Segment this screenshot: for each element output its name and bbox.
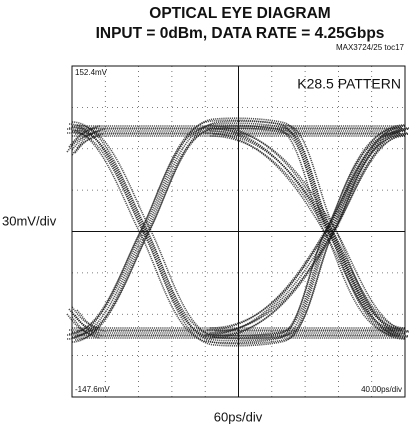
trace xyxy=(214,128,409,332)
trace xyxy=(71,131,406,347)
trace xyxy=(68,119,403,335)
trace xyxy=(74,133,104,154)
trace xyxy=(66,313,96,336)
trace xyxy=(74,129,409,345)
trace xyxy=(71,135,101,156)
trace xyxy=(71,130,101,151)
trace xyxy=(71,126,406,342)
bottom-voltage-label: -147.6mV xyxy=(75,385,110,394)
figure-subtitle: INPUT = 0dBm, DATA RATE = 4.25Gbps xyxy=(96,25,385,42)
figure-title: OPTICAL EYE DIAGRAM xyxy=(149,5,330,22)
pattern-label: K28.5 PATTERN xyxy=(297,76,401,92)
trace xyxy=(209,125,406,329)
trace xyxy=(74,314,104,337)
trace xyxy=(71,125,101,146)
trace xyxy=(71,306,101,329)
trace xyxy=(209,135,406,339)
trace xyxy=(76,120,409,336)
trace xyxy=(66,128,401,344)
trace xyxy=(212,133,409,337)
trace xyxy=(68,123,403,339)
trace xyxy=(68,127,98,148)
top-voltage-label: 152.4mV xyxy=(75,68,108,77)
trace xyxy=(71,316,101,339)
trace xyxy=(66,124,401,340)
figure-note: MAX3724/25 toc17 xyxy=(336,43,405,52)
trace xyxy=(76,128,106,149)
trace xyxy=(214,128,409,332)
eye-traces xyxy=(66,117,409,347)
trace xyxy=(212,133,409,337)
trace xyxy=(71,127,406,343)
time-scale-label: 40.00ps/div xyxy=(361,385,402,394)
trace xyxy=(66,132,96,153)
horizontal-scale: 60ps/div xyxy=(214,409,263,424)
vertical-scale: 30mV/div xyxy=(2,213,57,228)
trace xyxy=(71,117,406,333)
